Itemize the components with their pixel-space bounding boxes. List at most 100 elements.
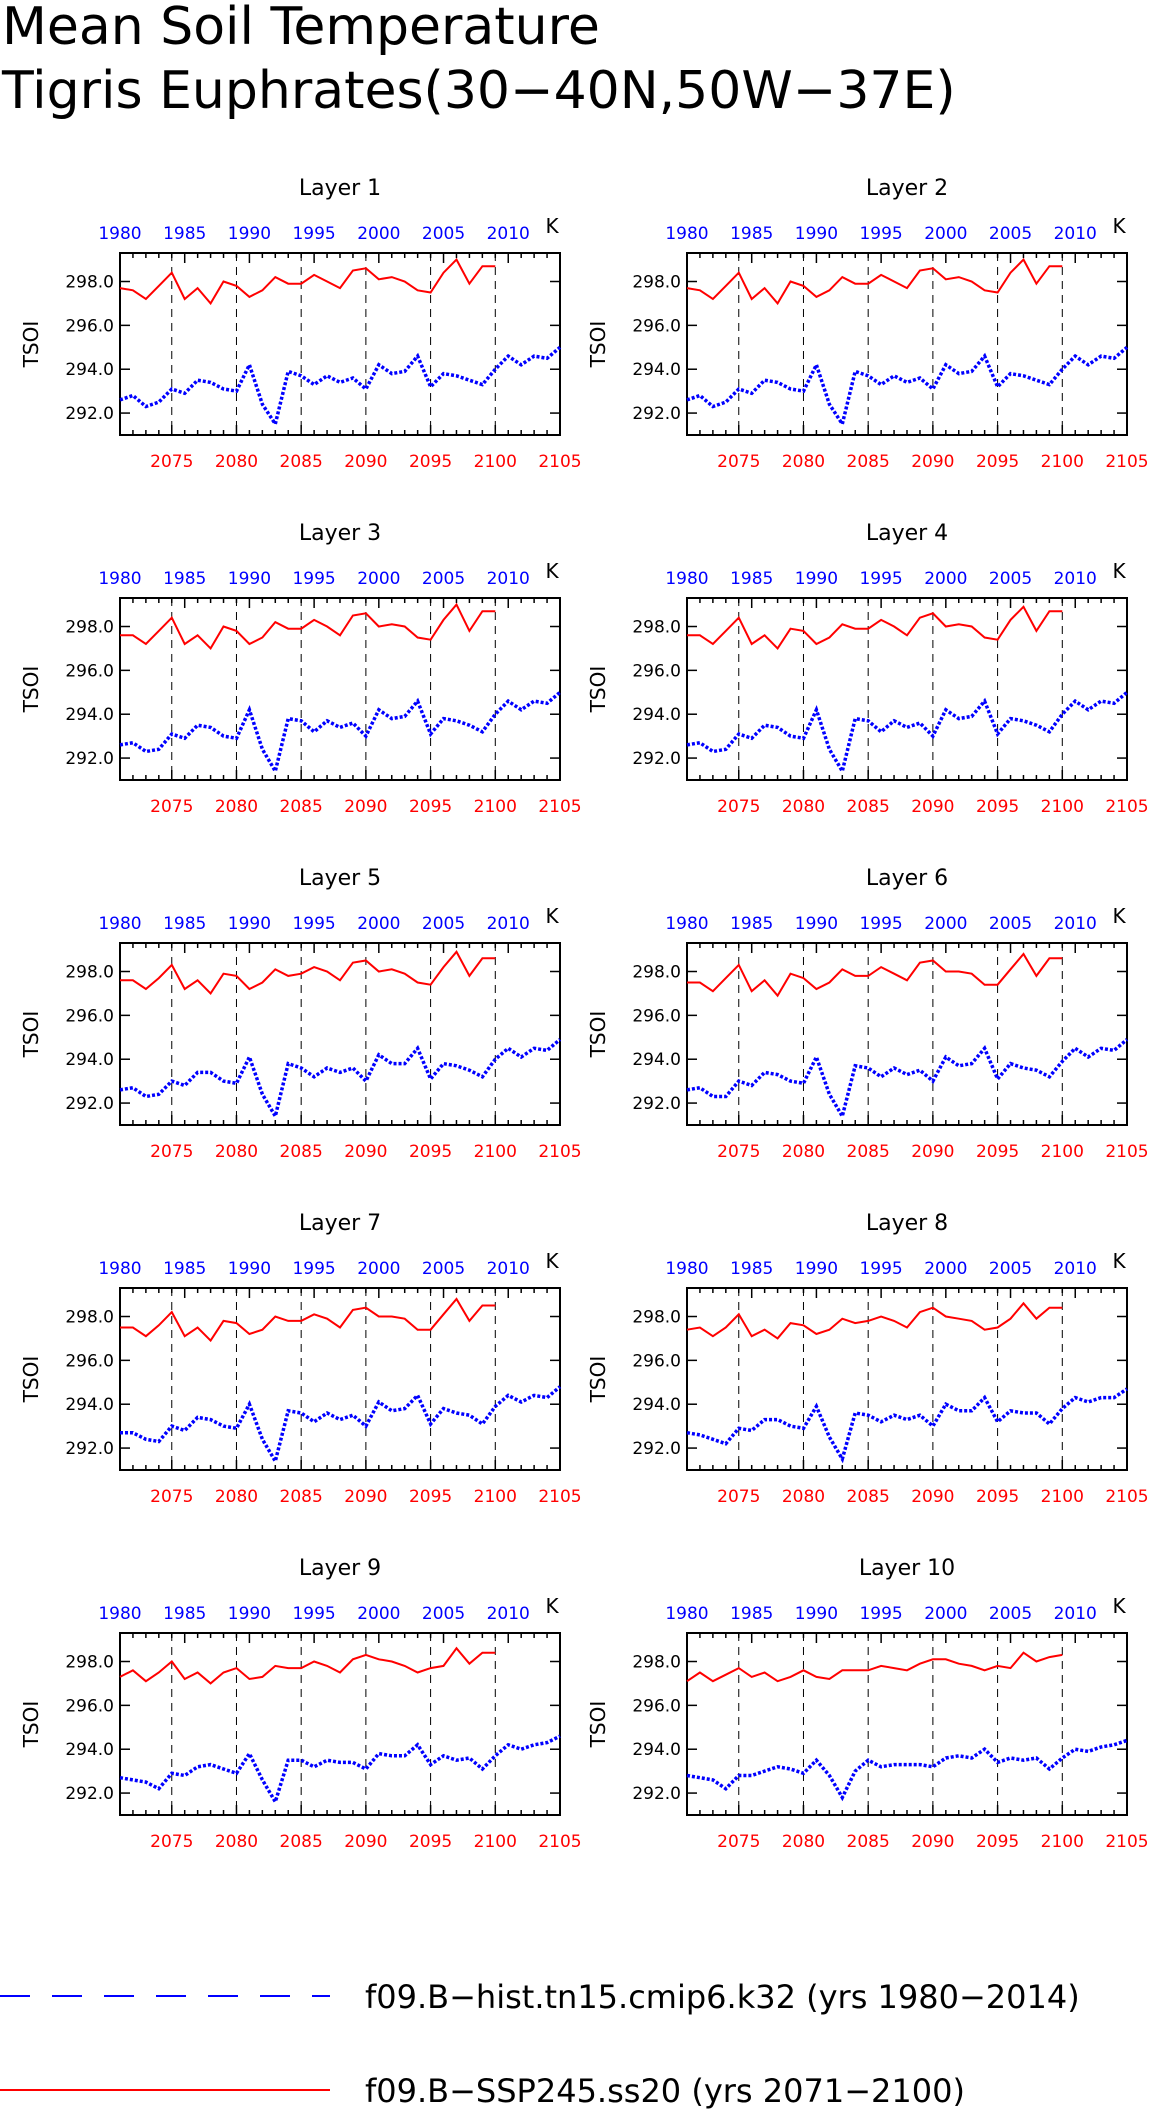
x-tick-label-bottom: 2095 — [976, 1832, 1019, 1852]
y-tick-label: 298.0 — [65, 963, 114, 983]
y-axis-label: TSOI — [19, 1011, 43, 1059]
x-tick-label-top: 2010 — [487, 914, 530, 934]
y-tick-label: 296.0 — [632, 1006, 681, 1026]
y-tick-label: 294.0 — [632, 1395, 681, 1415]
y-tick-label: 298.0 — [65, 1308, 114, 1328]
x-tick-label-bottom: 2090 — [344, 797, 387, 817]
x-tick-label-top: 1980 — [98, 224, 141, 244]
x-tick-label-top: 1990 — [795, 914, 838, 934]
y-tick-label: 296.0 — [65, 661, 114, 681]
y-tick-label: 292.0 — [632, 749, 681, 769]
y-tick-label: 296.0 — [65, 1351, 114, 1371]
x-tick-label-bottom: 2085 — [280, 1142, 323, 1162]
plot-frame — [119, 252, 561, 436]
x-tick-label-bottom: 2095 — [976, 452, 1019, 472]
x-tick-label-bottom: 2080 — [215, 797, 258, 817]
y-tick-label: 296.0 — [65, 316, 114, 336]
x-tick-label-bottom: 2080 — [782, 1832, 825, 1852]
y-tick-label: 294.0 — [65, 360, 114, 380]
figure-title-line1: Mean Soil Temperature — [2, 0, 600, 57]
y-tick-label: 292.0 — [65, 1094, 114, 1114]
x-tick-label-bottom: 2090 — [911, 1142, 954, 1162]
x-tick-label-bottom: 2075 — [150, 452, 193, 472]
x-tick-label-top: 1980 — [665, 1259, 708, 1279]
x-tick-label-bottom: 2075 — [717, 452, 760, 472]
y-tick-label: 298.0 — [632, 618, 681, 638]
panel-layer-6: Layer 6 2075 2080 2085 2090 2095 2100 2105 1980 1… — [586, 866, 1149, 1162]
x-tick-label-top: 1990 — [795, 1259, 838, 1279]
y-tick-label: 296.0 — [65, 1006, 114, 1026]
x-tick-label-bottom: 2080 — [782, 797, 825, 817]
y-tick-label: 292.0 — [632, 1439, 681, 1459]
plot-frame — [686, 597, 1128, 781]
x-tick-label-bottom: 2100 — [1041, 1832, 1084, 1852]
x-tick-label-bottom: 2075 — [150, 1487, 193, 1507]
x-tick-label-top: 2000 — [924, 914, 967, 934]
x-tick-label-top: 1995 — [859, 914, 902, 934]
x-tick-label-bottom: 2105 — [538, 1142, 581, 1162]
series-line-ssp — [687, 605, 1063, 650]
y-tick-label: 292.0 — [632, 1784, 681, 1804]
x-tick-label-top: 2005 — [422, 1604, 465, 1624]
y-tick-label: 296.0 — [632, 661, 681, 681]
x-tick-label-bottom: 2100 — [1041, 797, 1084, 817]
series-line-ssp — [686, 257, 1063, 306]
x-tick-label-top: 1985 — [730, 914, 773, 934]
series-line-hist — [119, 1038, 562, 1121]
y-tick-label: 294.0 — [65, 1050, 114, 1070]
panel-layer-5: Layer 5 2075 2080 2085 2090 2095 2100 2105 1980 1… — [19, 866, 582, 1162]
x-tick-label-top: 2000 — [924, 224, 967, 244]
legend: f09.B−hist.tn15.cmip6.k32 (yrs 1980−2014… — [0, 1978, 1080, 2110]
y-tick-label: 294.0 — [65, 705, 114, 725]
y-tick-label: 298.0 — [632, 963, 681, 983]
x-tick-label-bottom: 2105 — [1105, 452, 1148, 472]
x-tick-label-top: 2000 — [357, 569, 400, 589]
series-line-ssp — [120, 950, 496, 995]
x-tick-label-top: 2000 — [924, 1604, 967, 1624]
x-tick-label-top: 1995 — [292, 569, 335, 589]
x-tick-label-top: 1985 — [163, 224, 206, 244]
panel-layer-10: Layer 10 2075 2080 2085 2090 2095 2100 2105 1980… — [586, 1556, 1149, 1852]
series-line-ssp — [687, 952, 1063, 998]
x-tick-label-top: 1990 — [795, 1604, 838, 1624]
x-tick-label-bottom: 2095 — [976, 1487, 1019, 1507]
x-tick-label-top: 1995 — [292, 1604, 335, 1624]
x-tick-label-bottom: 2080 — [215, 452, 258, 472]
x-tick-label-bottom: 2085 — [847, 1142, 890, 1162]
x-tick-label-bottom: 2090 — [344, 1142, 387, 1162]
x-tick-label-bottom: 2075 — [150, 1142, 193, 1162]
x-tick-label-bottom: 2080 — [782, 1142, 825, 1162]
x-tick-label-top: 1990 — [795, 224, 838, 244]
x-tick-label-bottom: 2100 — [474, 1142, 517, 1162]
x-tick-label-top: 1995 — [292, 914, 335, 934]
x-tick-label-bottom: 2100 — [474, 452, 517, 472]
x-tick-label-bottom: 2095 — [409, 797, 452, 817]
x-tick-label-bottom: 2105 — [1105, 1832, 1148, 1852]
x-tick-label-top: 1990 — [228, 569, 271, 589]
plot-frame — [119, 1287, 561, 1471]
x-tick-label-bottom: 2100 — [1041, 452, 1084, 472]
units-label: K — [1112, 559, 1126, 583]
series-line-hist — [119, 345, 562, 429]
panel-layer-4: Layer 4 2075 2080 2085 2090 2095 2100 2105 1980 1… — [586, 521, 1149, 817]
y-axis-label: TSOI — [19, 666, 43, 714]
x-tick-label-top: 2010 — [487, 1604, 530, 1624]
x-tick-label-bottom: 2080 — [782, 452, 825, 472]
panel-layer-9: Layer 9 2075 2080 2085 2090 2095 2100 2105 1980 1… — [19, 1556, 582, 1852]
series-line-ssp — [120, 602, 496, 651]
plot-frame — [686, 1632, 1128, 1816]
y-tick-label: 296.0 — [632, 1351, 681, 1371]
x-tick-label-bottom: 2080 — [782, 1487, 825, 1507]
y-tick-label: 296.0 — [632, 1696, 681, 1716]
panel-title: Layer 4 — [866, 521, 948, 546]
x-tick-label-top: 2005 — [989, 224, 1032, 244]
panel-title: Layer 8 — [866, 1211, 948, 1236]
units-label: K — [1112, 1249, 1126, 1273]
y-axis-label: TSOI — [586, 321, 610, 369]
series-line-hist — [119, 1734, 561, 1807]
x-tick-label-top: 2000 — [357, 1259, 400, 1279]
x-tick-label-top: 2005 — [989, 569, 1032, 589]
panel-title: Layer 2 — [866, 176, 948, 201]
x-tick-label-bottom: 2100 — [1041, 1142, 1084, 1162]
x-tick-label-top: 1990 — [228, 1259, 271, 1279]
